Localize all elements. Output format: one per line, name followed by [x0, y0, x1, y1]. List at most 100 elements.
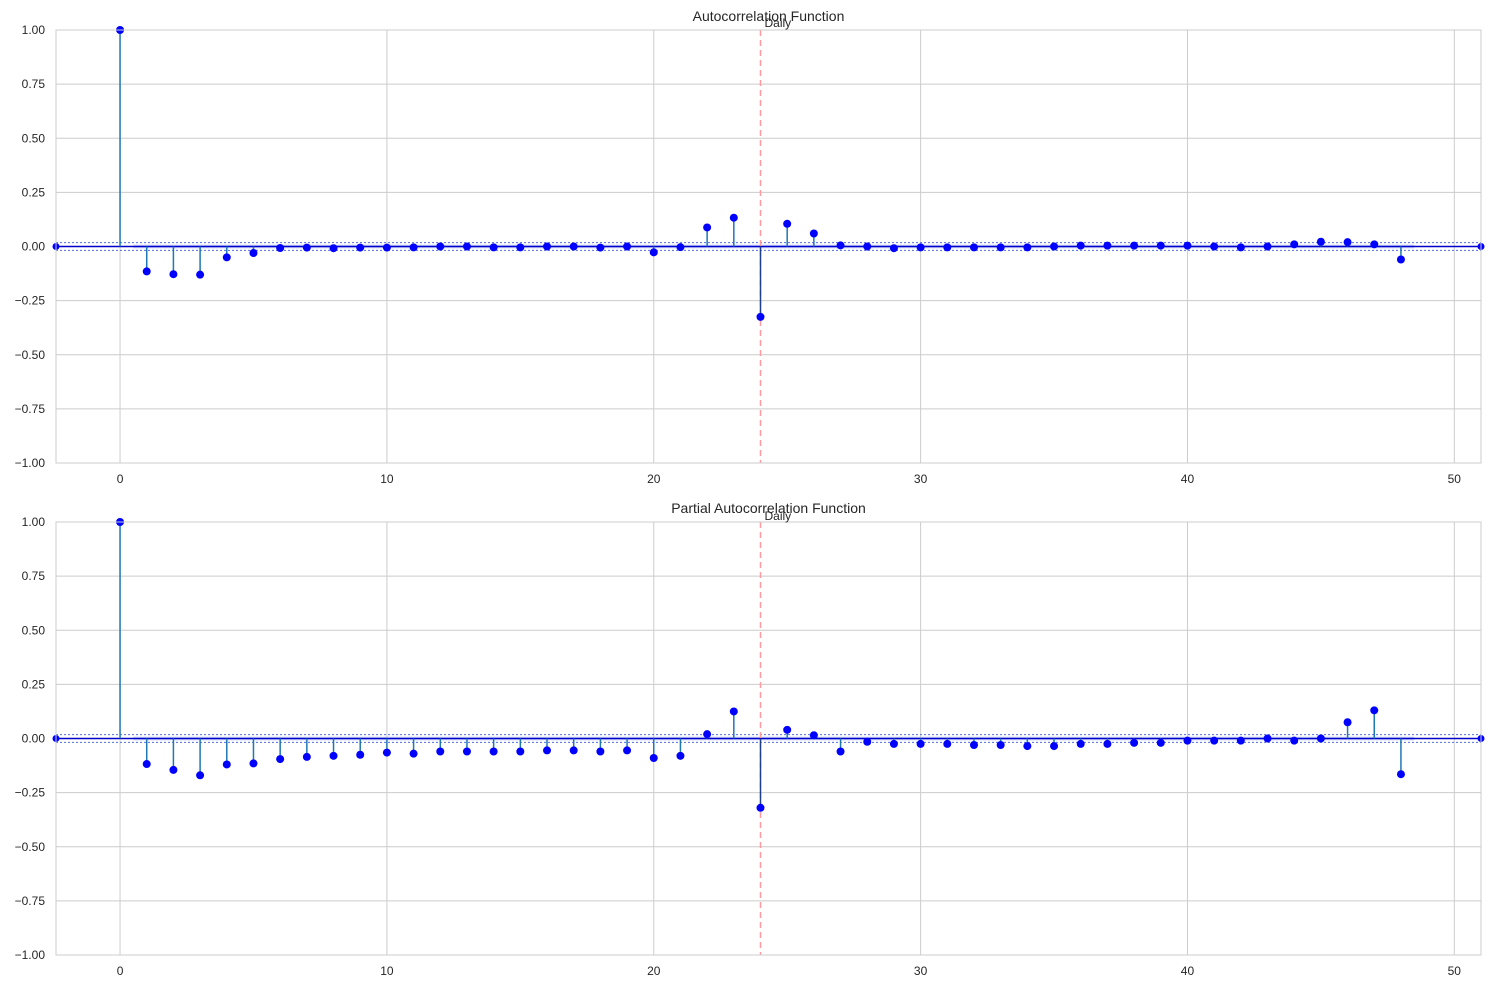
pacf-x-tick-label: 30 [914, 964, 928, 978]
acf-x-tick-label: 40 [1181, 472, 1195, 486]
pacf-marker-lag-26 [809, 731, 818, 740]
acf-marker-lag-1 [142, 267, 151, 276]
acf-marker-lag-25 [783, 219, 792, 228]
pacf-marker-lag-36 [1076, 739, 1085, 748]
acf-marker-lag-48 [1396, 255, 1405, 264]
acf-marker-lag-45 [1316, 237, 1325, 246]
pacf-marker-lag-20 [649, 753, 658, 762]
acf-marker-lag-6 [276, 244, 285, 253]
pacf-marker-lag-34 [1023, 742, 1032, 751]
acf-marker-lag-26 [809, 229, 818, 238]
acf-marker-lag-41 [1210, 242, 1219, 251]
acf-daily-label: Daily [764, 16, 791, 30]
acf-marker-lag-46 [1343, 238, 1352, 247]
pacf-x-tick-label: 0 [117, 964, 124, 978]
acf-y-tick-label: 0.00 [22, 240, 46, 254]
acf-marker-lag-33 [996, 243, 1005, 252]
pacf-y-tick-label: −0.25 [15, 786, 46, 800]
pacf-panel: 1.00 0.75 0.50 0.25 0.00 −0.25 −0.50 −0.75 −1.00… [15, 500, 1485, 978]
acf-marker-lag-36 [1076, 241, 1085, 250]
pacf-marker-lag-43 [1263, 734, 1272, 743]
acf-x-tick-label: 30 [914, 472, 928, 486]
acf-title: Autocorrelation Function [693, 8, 845, 24]
pacf-marker-lag-29 [889, 739, 898, 748]
pacf-marker-lag-27 [836, 747, 845, 756]
pacf-marker-lag-30 [916, 739, 925, 748]
pacf-marker-lag-4 [222, 760, 231, 769]
pacf-marker-lag-39 [1156, 738, 1165, 747]
acf-marker-lag-14 [489, 243, 498, 252]
acf-marker-lag-29 [889, 244, 898, 253]
pacf-marker-lag-38 [1130, 738, 1139, 747]
pacf-y-tick-label: −0.50 [15, 840, 46, 854]
pacf-y-tick-label: 0.75 [22, 569, 46, 583]
acf-marker-lag-38 [1130, 241, 1139, 250]
pacf-x-tick-label: 50 [1448, 964, 1462, 978]
acf-marker-lag-34 [1023, 243, 1032, 252]
acf-marker-lag-4 [222, 253, 231, 262]
acf-x-tick-label: 50 [1448, 472, 1462, 486]
pacf-marker-lag-7 [302, 752, 311, 761]
acf-marker-lag-19 [623, 242, 632, 251]
pacf-marker-lag-33 [996, 740, 1005, 749]
acf-marker-lag-23 [729, 213, 738, 222]
pacf-marker-lag-3 [196, 771, 205, 780]
pacf-marker-lag-12 [436, 747, 445, 756]
pacf-marker-lag-11 [409, 749, 418, 758]
pacf-marker-lag-28 [863, 737, 872, 746]
pacf-marker-lag-18 [596, 747, 605, 756]
acf-marker-lag-43 [1263, 242, 1272, 251]
acf-y-tick-label: 0.25 [22, 185, 46, 199]
pacf-marker-lag-22 [703, 730, 712, 739]
pacf-x-tick-label: 20 [647, 964, 661, 978]
pacf-marker-lag-13 [462, 747, 471, 756]
pacf-marker-lag-10 [382, 748, 391, 757]
pacf-marker-lag-46 [1343, 718, 1352, 727]
acf-x-tick-label: 0 [117, 472, 124, 486]
pacf-y-tick-label: 1.00 [22, 515, 46, 529]
pacf-marker-lag-23 [729, 707, 738, 716]
acf-marker-lag-17 [569, 242, 578, 251]
acf-marker-lag-2 [169, 270, 178, 279]
pacf-marker-lag-32 [969, 740, 978, 749]
acf-marker-lag-37 [1103, 241, 1112, 250]
acf-y-tick-label: 0.75 [22, 77, 46, 91]
pacf-axes-frame [55, 521, 1482, 956]
pacf-marker-lag-24 [756, 803, 765, 812]
acf-panel: 1.00 0.75 0.50 0.25 0.00 −0.25 −0.50 −0.75 −1.00… [15, 8, 1485, 486]
pacf-x-tick-label: 40 [1181, 964, 1195, 978]
acf-x-tick-label: 10 [380, 472, 394, 486]
pacf-marker-lag-21 [676, 751, 685, 760]
acf-marker-lag-11 [409, 243, 418, 252]
pacf-marker-lag-48 [1396, 770, 1405, 779]
acf-marker-lag-47 [1370, 240, 1379, 249]
acf-marker-lag-16 [543, 242, 552, 251]
acf-marker-lag-27 [836, 241, 845, 250]
pacf-marker-lag-47 [1370, 706, 1379, 715]
pacf-marker-lag-16 [543, 746, 552, 755]
acf-marker-lag-7 [302, 243, 311, 252]
pacf-marker-lag-41 [1210, 736, 1219, 745]
pacf-marker-lag-44 [1290, 736, 1299, 745]
pacf-marker-lag-31 [943, 739, 952, 748]
acf-marker-lag-15 [516, 243, 525, 252]
acf-marker-lag-12 [436, 242, 445, 251]
acf-marker-lag-28 [863, 242, 872, 251]
pacf-title: Partial Autocorrelation Function [671, 500, 866, 516]
pacf-marker-lag-42 [1236, 736, 1245, 745]
pacf-marker-lag-40 [1183, 736, 1192, 745]
acf-marker-lag-35 [1050, 242, 1059, 251]
pacf-marker-lag-1 [142, 760, 151, 769]
acf-marker-lag-8 [329, 244, 338, 253]
pacf-y-tick-label: −0.75 [15, 894, 46, 908]
pacf-marker-lag-15 [516, 747, 525, 756]
pacf-marker-lag-19 [623, 746, 632, 755]
acf-y-tick-label: −0.75 [15, 402, 46, 416]
acf-marker-lag-20 [649, 248, 658, 257]
acf-marker-lag-39 [1156, 241, 1165, 250]
acf-y-tick-label: −1.00 [15, 456, 46, 470]
pacf-marker-lag-37 [1103, 739, 1112, 748]
acf-marker-lag-10 [382, 243, 391, 252]
pacf-marker-lag-17 [569, 746, 578, 755]
